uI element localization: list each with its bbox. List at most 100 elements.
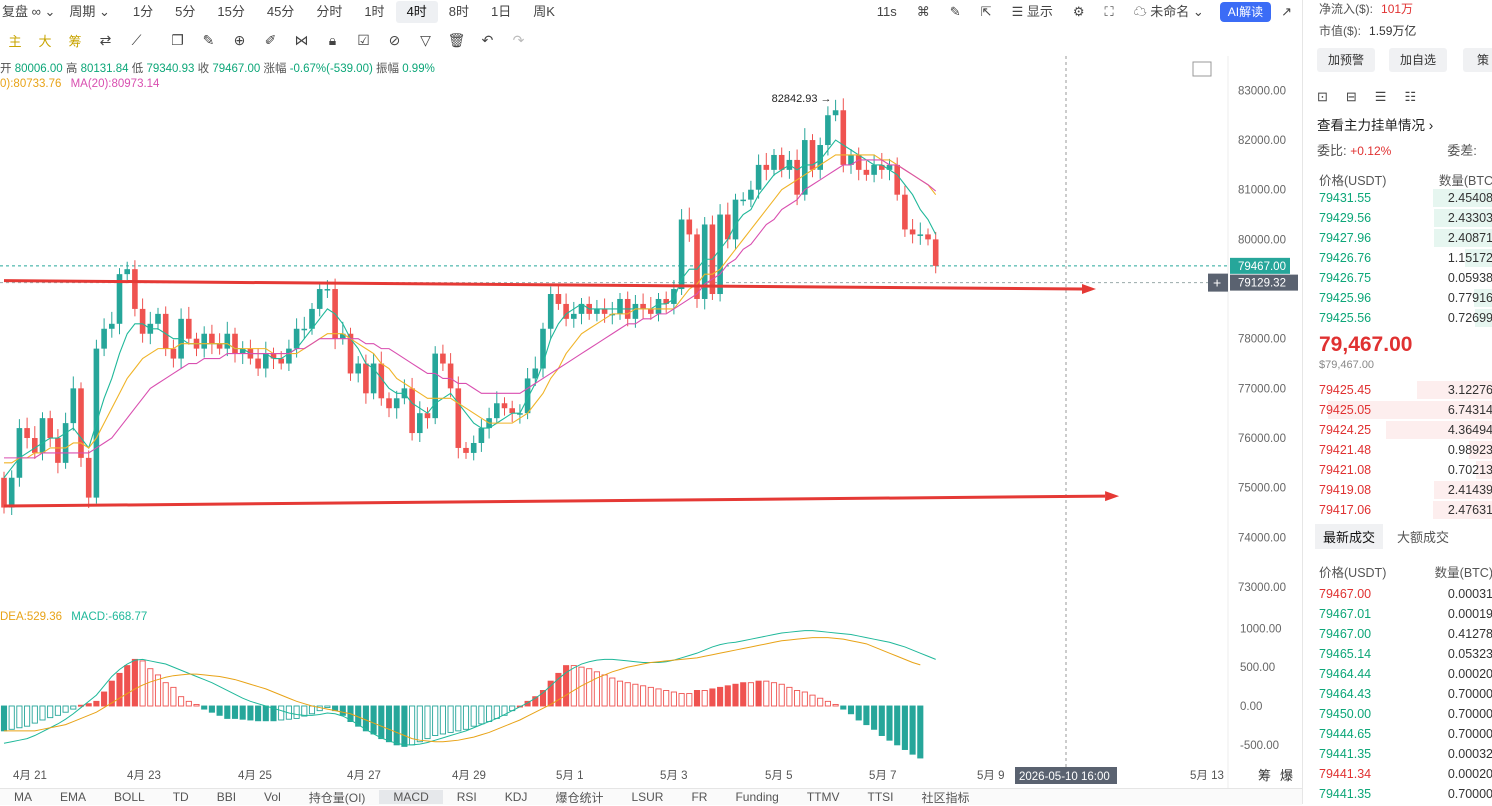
indicator-tab-11[interactable]: LSUR: [617, 790, 677, 804]
candle-body: [140, 309, 146, 334]
trend-arrow-line: [4, 496, 1105, 506]
camera-icon[interactable]: ⌘: [907, 1, 940, 23]
period-2[interactable]: 1分: [122, 1, 164, 23]
add-watchlist-button[interactable]: 加自选: [1389, 48, 1447, 72]
period-10[interactable]: 1日: [480, 1, 522, 23]
indicator-tab-3[interactable]: TD: [159, 790, 203, 804]
sync-icon[interactable]: ⇄: [90, 32, 121, 49]
pen-icon[interactable]: ✎: [940, 1, 971, 23]
liquidation-scale-label: 爆: [1280, 768, 1293, 783]
layout-menu[interactable]: ☁ 未命名 ⌄: [1124, 1, 1214, 23]
large-order-toggle[interactable]: 大: [30, 31, 60, 50]
indicator-tab-9[interactable]: KDJ: [491, 790, 542, 804]
period-8[interactable]: 4时: [396, 1, 438, 23]
indicator-tab-2[interactable]: BOLL: [100, 790, 159, 804]
add-alert-button[interactable]: 加预警: [1317, 48, 1375, 72]
candle-body: [209, 334, 215, 344]
ruler-icon[interactable]: ✎: [193, 32, 224, 49]
main-indicator-toggle[interactable]: 主: [0, 31, 30, 50]
macd-bar: [664, 690, 669, 706]
indicator-tab-4[interactable]: BBI: [203, 790, 250, 804]
trash-icon[interactable]: 🗑︎: [441, 32, 472, 49]
indicator-tab-6[interactable]: 持仓量(OI): [295, 789, 380, 806]
fullscreen-icon[interactable]: ⛶: [1095, 1, 1124, 23]
brush-icon[interactable]: ✐: [255, 32, 286, 49]
redo-icon[interactable]: ↷: [503, 32, 534, 49]
candle-body: [55, 438, 61, 463]
tab-latest-trades[interactable]: 最新成交: [1315, 524, 1383, 549]
lock-icon[interactable]: 🔒︎: [317, 32, 348, 49]
line-tool-icon[interactable]: ⟋: [121, 32, 152, 49]
trade-qty: 0.00020: [1448, 667, 1492, 681]
macd-bar: [102, 692, 107, 706]
tab-large-trades[interactable]: 大额成交: [1389, 524, 1457, 549]
macd-bar: [902, 706, 907, 750]
x-tick-label: 4月 21: [13, 770, 47, 782]
chip-toggle[interactable]: 筹: [60, 31, 90, 50]
orderbook-link[interactable]: 查看主力挂单情况 ›: [1317, 114, 1433, 134]
period-11[interactable]: 周K: [522, 1, 566, 23]
trade-price: 79464.43: [1303, 687, 1371, 701]
magnet-icon[interactable]: ⊘: [379, 32, 410, 49]
display-menu[interactable]: ☰ 显示: [1002, 1, 1063, 23]
indicator-tab-14[interactable]: TTMV: [793, 790, 854, 804]
measure-icon[interactable]: ⋈: [286, 32, 317, 49]
candle-body: [440, 354, 446, 364]
edit-icon[interactable]: ☑: [348, 32, 379, 49]
settings-icon[interactable]: ⚙: [1063, 1, 1095, 23]
candlestick-chart[interactable]: 83000.0082000.0081000.0080000.0078000.00…: [0, 56, 1302, 788]
macd-bar: [217, 706, 222, 715]
book-price: 79425.45: [1303, 383, 1371, 397]
copy-icon[interactable]: ❐: [162, 32, 193, 49]
indicator-tab-7[interactable]: MACD: [379, 790, 442, 804]
macd-bar: [671, 692, 676, 706]
trade-price: 79450.00: [1303, 707, 1371, 721]
macd-bar: [17, 706, 22, 728]
macd-bar: [163, 683, 168, 706]
period-5[interactable]: 45分: [256, 1, 305, 23]
indicator-tab-8[interactable]: RSI: [443, 790, 491, 804]
indicator-tab-10[interactable]: 爆仓统计: [541, 789, 617, 806]
macd-bar: [248, 706, 253, 720]
indicator-tab-12[interactable]: FR: [677, 790, 721, 804]
indicator-tab-1[interactable]: EMA: [46, 790, 100, 804]
indicator-tab-13[interactable]: Funding: [721, 790, 792, 804]
period-7[interactable]: 1时: [353, 1, 395, 23]
period-1[interactable]: 周期 ⌄: [67, 1, 122, 23]
export-icon[interactable]: ⇱: [971, 1, 1002, 23]
macd-bar: [25, 706, 30, 726]
book-view-icons[interactable]: ⊡⊟☰☷: [1317, 89, 1434, 105]
period-4[interactable]: 15分: [206, 1, 255, 23]
candle-body: [894, 165, 900, 195]
indicator-tab-16[interactable]: 社区指标: [908, 789, 984, 806]
share-icon[interactable]: ↗: [1271, 1, 1302, 23]
indicator-tab-5[interactable]: Vol: [250, 790, 295, 804]
undo-icon[interactable]: ↶: [472, 32, 503, 49]
filter-icon[interactable]: ▽: [410, 32, 441, 49]
y-tick-label: 74000.00: [1238, 532, 1286, 544]
ai-interpret-button[interactable]: AI解读: [1220, 2, 1271, 22]
zoom-icon[interactable]: ⊕: [224, 32, 255, 49]
period-0[interactable]: 复盘 ∞ ⌄: [0, 1, 67, 23]
indicator-tab-15[interactable]: TTSI: [854, 790, 908, 804]
period-9[interactable]: 8时: [438, 1, 480, 23]
indicator-tab-0[interactable]: MA: [0, 790, 46, 804]
trade-price: 79467.00: [1303, 587, 1371, 601]
period-6[interactable]: 分时: [305, 1, 353, 23]
period-3[interactable]: 5分: [164, 1, 206, 23]
strategy-button[interactable]: 策: [1463, 48, 1492, 72]
